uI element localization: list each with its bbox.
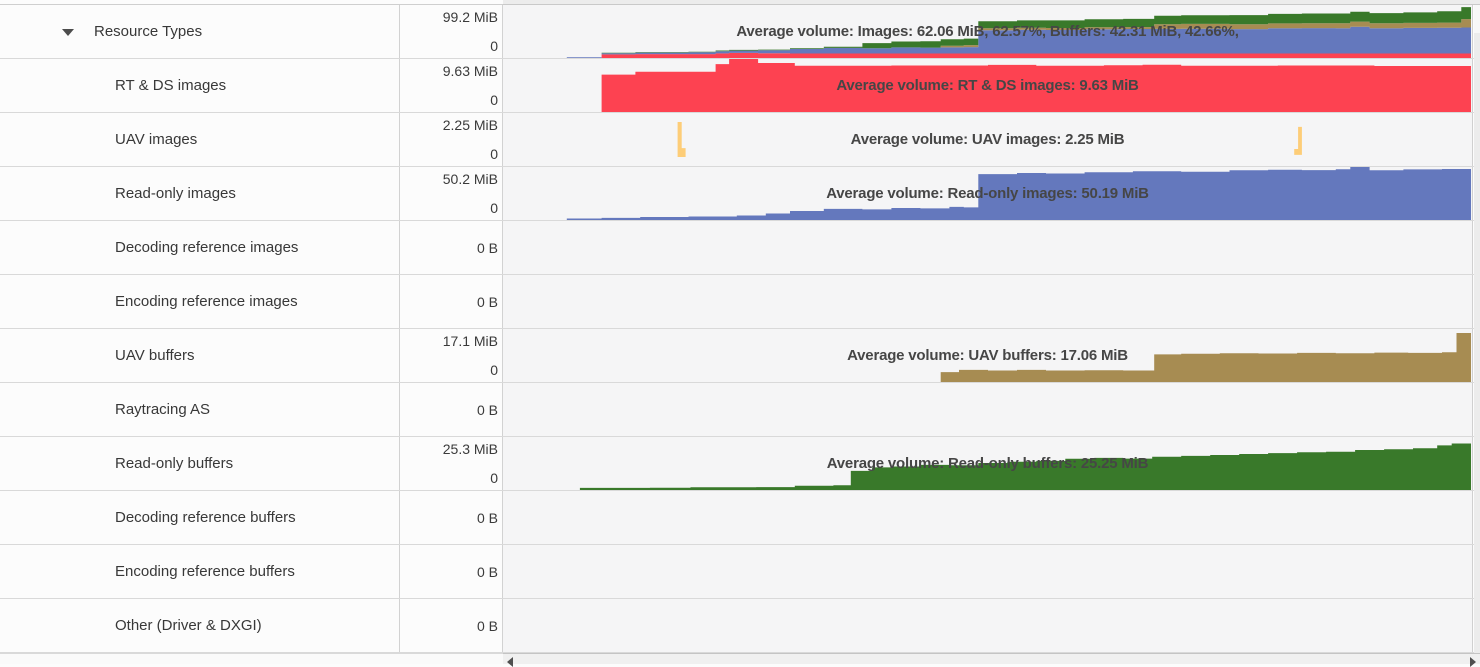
resource-row-encoding-reference-buffers: Encoding reference buffers 0 B: [0, 545, 1480, 599]
collapse-arrow-icon[interactable]: [62, 28, 74, 36]
row-scale-cell: 0 B: [400, 545, 503, 598]
resource-row-raytracing-as: Raytracing AS 0 B: [0, 383, 1480, 437]
scale-max-value: 17.1 MiB: [442, 333, 498, 349]
scroll-left-icon: [507, 657, 513, 667]
scale-min-value: 0: [490, 38, 498, 54]
row-chart[interactable]: Average volume: UAV buffers: 17.06 MiB: [503, 329, 1473, 382]
resource-row-decoding-reference-images: Decoding reference images 0 B: [0, 221, 1480, 275]
top-cutoff-strip: [0, 0, 1480, 5]
resource-row-encoding-reference-images: Encoding reference images 0 B: [0, 275, 1480, 329]
row-label-cell[interactable]: Read-only buffers: [0, 437, 400, 490]
row-scale-cell: 0 B: [400, 383, 503, 436]
row-value: 0 B: [476, 563, 498, 580]
vertical-scrollbar[interactable]: [1474, 5, 1480, 653]
row-label-cell[interactable]: Decoding reference buffers: [0, 491, 400, 544]
resource-rows: Resource Types 99.2 MiB 0 Average volume…: [0, 5, 1480, 653]
row-label-cell[interactable]: Decoding reference images: [0, 221, 400, 274]
scale-min-value: 0: [490, 470, 498, 486]
row-label-cell[interactable]: Encoding reference images: [0, 275, 400, 328]
row-label: Encoding reference images: [115, 293, 298, 310]
row-scale-cell: 17.1 MiB 0: [400, 329, 503, 382]
scroll-left-button[interactable]: [503, 654, 517, 667]
row-label-cell[interactable]: Resource Types: [0, 5, 400, 58]
row-chart[interactable]: [503, 599, 1473, 652]
row-label-cell[interactable]: Encoding reference buffers: [0, 545, 400, 598]
row-scale-cell: 0 B: [400, 491, 503, 544]
row-label: Other (Driver & DXGI): [115, 617, 262, 634]
row-scale-cell: 0 B: [400, 599, 503, 652]
scale-max-value: 25.3 MiB: [442, 441, 498, 457]
scale-min-value: 0: [490, 200, 498, 216]
row-chart[interactable]: [503, 383, 1473, 436]
row-value: 0 B: [476, 239, 498, 256]
resource-row-other-driver-dxgi: Other (Driver & DXGI) 0 B: [0, 599, 1480, 653]
scale-min-value: 0: [490, 92, 498, 108]
row-chart[interactable]: [503, 221, 1473, 274]
row-value: 0 B: [476, 293, 498, 310]
row-label-cell[interactable]: Raytracing AS: [0, 383, 400, 436]
row-label: UAV buffers: [115, 347, 195, 364]
scroll-right-icon: [1470, 657, 1476, 667]
row-chart[interactable]: Average volume: Read-only images: 50.19 …: [503, 167, 1473, 220]
area-chart-svg: [579, 442, 1471, 490]
row-value: 0 B: [476, 401, 498, 418]
area-chart-svg: [601, 59, 1471, 112]
row-chart[interactable]: [503, 545, 1473, 598]
scale-max-value: 2.25 MiB: [442, 117, 498, 133]
resource-row-uav-images: UAV images 2.25 MiB 0 Average volume: UA…: [0, 113, 1480, 167]
row-label-cell[interactable]: Read-only images: [0, 167, 400, 220]
row-chart[interactable]: Average volume: Read-only buffers: 25.25…: [503, 437, 1473, 490]
row-chart[interactable]: [503, 491, 1473, 544]
row-label: RT & DS images: [115, 77, 227, 94]
row-label: Raytracing AS: [115, 401, 211, 418]
row-label-cell[interactable]: UAV images: [0, 113, 400, 166]
resource-row-decoding-reference-buffers: Decoding reference buffers 0 B: [0, 491, 1480, 545]
row-scale-cell: 0 B: [400, 275, 503, 328]
row-value: 0 B: [476, 617, 498, 634]
row-chart[interactable]: Average volume: RT & DS images: 9.63 MiB: [503, 59, 1473, 112]
row-scale-cell: 25.3 MiB 0: [400, 437, 503, 490]
area-chart-svg: [940, 333, 1471, 382]
resource-row-read-only-images: Read-only images 50.2 MiB 0 Average volu…: [0, 167, 1480, 221]
row-label: Decoding reference buffers: [115, 509, 296, 526]
row-value: 0 B: [476, 509, 498, 526]
row-label: Read-only buffers: [115, 455, 234, 472]
scroll-right-button[interactable]: [1466, 654, 1480, 667]
row-label-cell[interactable]: RT & DS images: [0, 59, 400, 112]
row-scale-cell: 9.63 MiB 0: [400, 59, 503, 112]
scale-min-value: 0: [490, 362, 498, 378]
resource-row-rt-ds-images: RT & DS images 9.63 MiB 0 Average volume…: [0, 59, 1480, 113]
area-chart-svg: [566, 167, 1471, 220]
resource-row-read-only-buffers: Read-only buffers 25.3 MiB 0 Average vol…: [0, 437, 1480, 491]
row-label: Encoding reference buffers: [115, 563, 295, 580]
scale-min-value: 0: [490, 146, 498, 162]
area-chart-svg: [566, 6, 1471, 58]
row-chart[interactable]: Average volume: Images: 62.06 MiB, 62.57…: [503, 5, 1473, 58]
bottom-left-spacer: [0, 653, 503, 664]
row-label: Decoding reference images: [115, 239, 299, 256]
scale-max-value: 50.2 MiB: [442, 171, 498, 187]
row-label: Read-only images: [115, 185, 236, 202]
resource-row-resource-types: Resource Types 99.2 MiB 0 Average volume…: [0, 5, 1480, 59]
row-scale-cell: 2.25 MiB 0: [400, 113, 503, 166]
row-chart[interactable]: [503, 275, 1473, 328]
scale-max-value: 9.63 MiB: [442, 63, 498, 79]
scale-max-value: 99.2 MiB: [442, 9, 498, 25]
row-label-cell[interactable]: Other (Driver & DXGI): [0, 599, 400, 652]
vertical-scrollbar-thumb[interactable]: [1474, 33, 1480, 653]
top-strip-right: [503, 0, 1480, 5]
area-chart-svg: [677, 122, 1302, 157]
horizontal-scrollbar[interactable]: [503, 653, 1480, 667]
top-strip-left: [0, 0, 503, 5]
row-scale-cell: 99.2 MiB 0: [400, 5, 503, 58]
row-scale-cell: 50.2 MiB 0: [400, 167, 503, 220]
row-scale-cell: 0 B: [400, 221, 503, 274]
row-label-cell[interactable]: UAV buffers: [0, 329, 400, 382]
row-chart[interactable]: Average volume: UAV images: 2.25 MiB: [503, 113, 1473, 166]
row-label: Resource Types: [94, 23, 203, 40]
row-label: UAV images: [115, 131, 198, 148]
resource-row-uav-buffers: UAV buffers 17.1 MiB 0 Average volume: U…: [0, 329, 1480, 383]
